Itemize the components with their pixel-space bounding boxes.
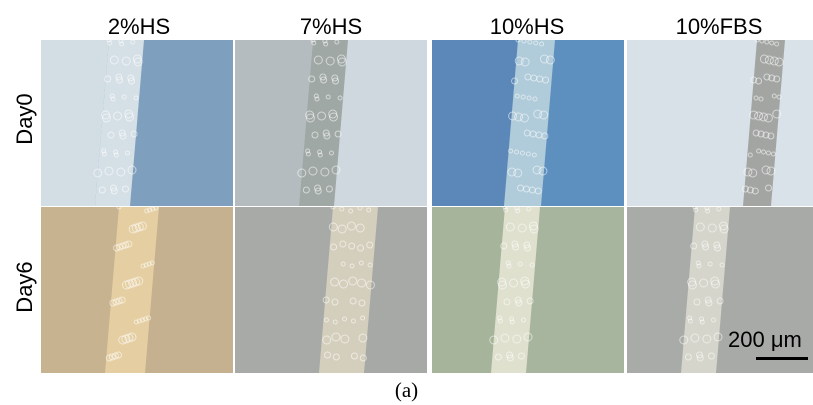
tile-day6-10fbs [627,207,813,373]
tile-day0-7hs [235,40,427,206]
row-label-day6: Day6 [12,261,37,313]
tile-day0-10fbs [627,40,813,206]
column-label-10hs: 10%HS [489,14,565,39]
row-label-day0: Day0 [12,93,37,145]
tile-day0-10hs [432,40,624,206]
scale-bar [756,357,808,360]
tile-day0-2hs [41,40,233,206]
tile-day6-10hs [432,207,624,373]
tile-day6-2hs [41,207,233,373]
figure-caption: (a) [394,378,419,402]
scale-bar-label: 200 μm [728,327,802,352]
column-label-7hs: 7%HS [299,14,363,39]
column-label-2hs: 2%HS [107,14,171,39]
column-label-10fbs: 10%FBS [675,14,763,39]
tile-day6-7hs [235,207,427,373]
